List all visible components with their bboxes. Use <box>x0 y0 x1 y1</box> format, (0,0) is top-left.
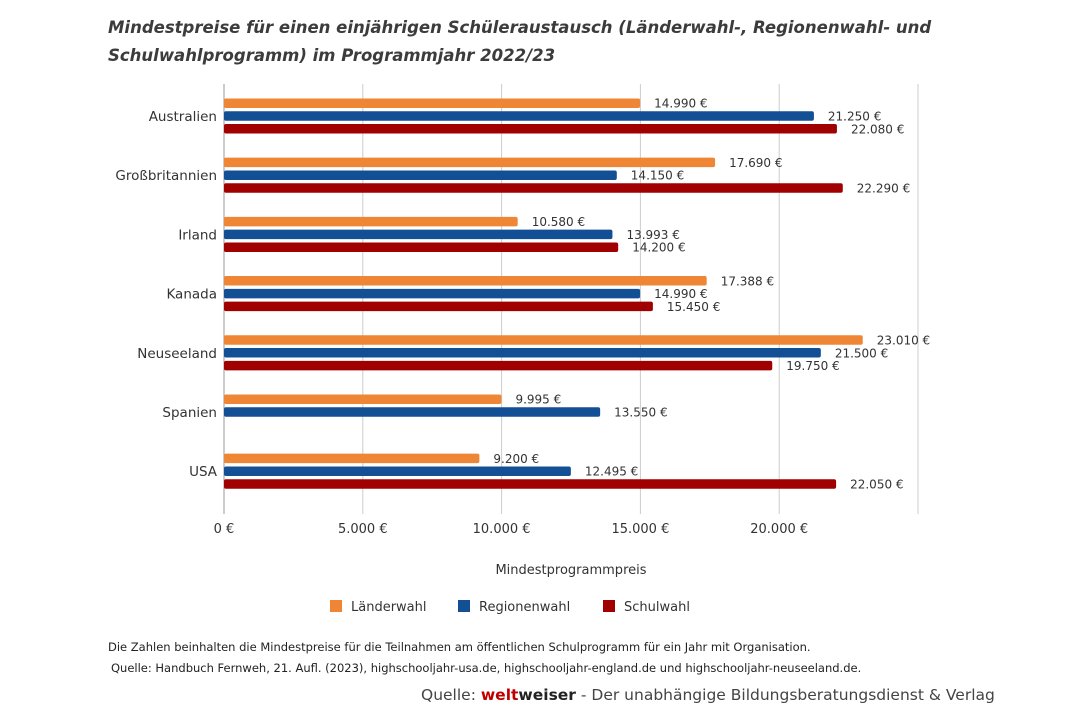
bar-länderwahl <box>224 453 480 464</box>
data-label: 14.200 € <box>632 241 685 255</box>
data-label: 19.750 € <box>786 359 839 373</box>
bar-schulwahl <box>224 124 837 134</box>
legend: Länderwahl Regionenwahl Schulwahl <box>330 600 690 615</box>
data-label: 12.495 € <box>585 465 638 479</box>
labels: 0 € 5.000 € 10.000 € 15.000 € 20.000 € Austra… <box>115 97 930 537</box>
x-tick-label: 20.000 € <box>750 522 808 537</box>
chart-title: Mindestpreise für einen einjährigen Schü… <box>108 18 932 65</box>
data-label: 17.388 € <box>721 274 774 288</box>
bar-regionenwahl <box>224 288 641 299</box>
legend-swatch <box>458 600 470 612</box>
legend-swatch <box>603 600 615 612</box>
bar-schulwahl <box>224 360 773 371</box>
data-label: 13.993 € <box>626 228 679 242</box>
bar-länderwahl <box>224 98 641 108</box>
data-label: 13.550 € <box>614 406 667 420</box>
brand-welt: welt <box>480 686 519 704</box>
bar-länderwahl <box>224 394 502 404</box>
footnote-source-line: Quelle: Handbuch Fernweh, 21. Aufl. (202… <box>111 661 862 675</box>
data-label: 21.500 € <box>835 346 888 360</box>
bars <box>224 98 863 489</box>
category-label: Spanien <box>162 405 217 421</box>
x-tick-label: 5.000 € <box>338 522 388 537</box>
bar-regionenwahl <box>224 407 601 417</box>
x-tick-label: 15.000 € <box>611 522 669 537</box>
data-label: 21.250 € <box>828 110 881 124</box>
bar-regionenwahl <box>224 229 613 240</box>
bar-schulwahl <box>224 242 619 252</box>
brand-weiser: weiser <box>518 686 576 704</box>
source-credit: Quelle: weltweiser - Der unabhängige Bil… <box>421 686 995 704</box>
x-axis-label: Mindestprogrammpreis <box>495 563 646 578</box>
bar-chart: 0 € 5.000 € 10.000 € 15.000 € 20.000 € Austra… <box>115 84 930 615</box>
legend-label: Länderwahl <box>351 600 427 615</box>
data-label: 14.990 € <box>654 287 707 301</box>
data-label: 22.080 € <box>851 122 904 136</box>
legend-swatch <box>330 600 342 612</box>
bar-regionenwahl <box>224 111 814 121</box>
bar-schulwahl <box>224 183 843 193</box>
legend-label: Schulwahl <box>624 600 690 615</box>
category-label: Irland <box>178 227 217 243</box>
data-label: 9.200 € <box>493 452 539 466</box>
bar-länderwahl <box>224 216 518 227</box>
data-label: 22.290 € <box>857 182 910 196</box>
data-label: 22.050 € <box>850 478 903 492</box>
category-label: USA <box>189 464 218 480</box>
source-prefix: Quelle: <box>421 686 481 704</box>
bar-schulwahl <box>224 301 653 312</box>
x-tick-label: 0 € <box>214 522 235 537</box>
footnote: Die Zahlen beinhalten die Mindestpreise … <box>108 637 861 679</box>
category-label: Australien <box>149 109 217 125</box>
data-label: 10.580 € <box>532 215 585 229</box>
category-label: Neuseeland <box>137 346 217 362</box>
data-label: 14.990 € <box>654 97 707 111</box>
category-label: Kanada <box>166 287 217 303</box>
bar-regionenwahl <box>224 170 617 180</box>
category-label: Großbritannien <box>115 168 217 184</box>
data-label: 15.450 € <box>667 300 720 314</box>
bar-regionenwahl <box>224 466 571 476</box>
data-label: 14.150 € <box>631 169 684 183</box>
bar-länderwahl <box>224 157 716 168</box>
footnote-line: Die Zahlen beinhalten die Mindestpreise … <box>108 640 811 654</box>
data-label: 23.010 € <box>877 334 930 348</box>
source-suffix: - Der unabhängige Bildungsberatungsdiens… <box>575 686 995 704</box>
x-tick-label: 10.000 € <box>473 522 531 537</box>
legend-label: Regionenwahl <box>479 600 570 615</box>
bar-länderwahl <box>224 276 707 286</box>
bar-länderwahl <box>224 335 863 345</box>
data-label: 17.690 € <box>729 156 782 170</box>
data-label: 9.995 € <box>515 393 561 407</box>
gridlines <box>223 84 919 514</box>
bar-schulwahl <box>224 479 837 489</box>
bar-regionenwahl <box>224 348 821 358</box>
